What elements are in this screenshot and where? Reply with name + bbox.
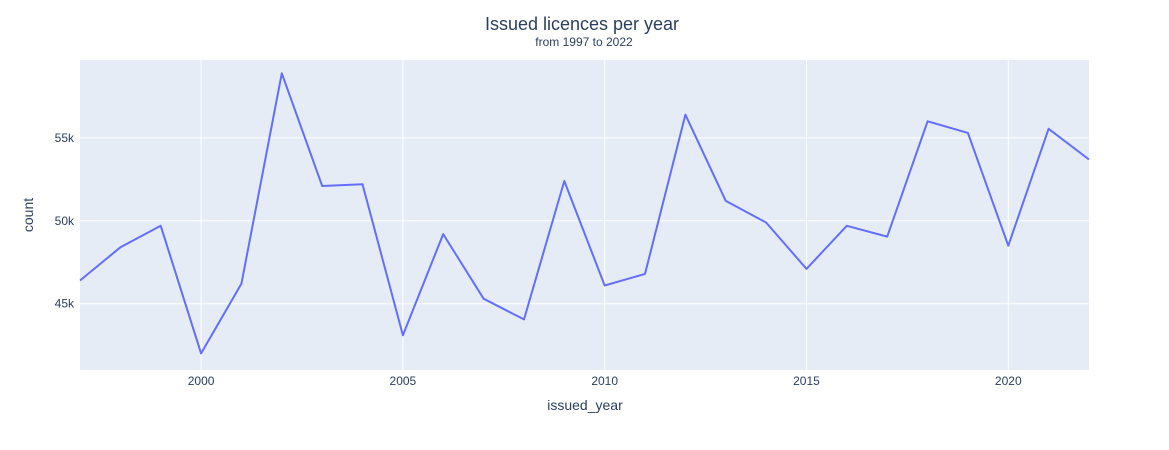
y-tick-label: 50k	[55, 214, 75, 228]
x-tick-label: 2020	[995, 374, 1022, 388]
x-tick-labels: 2000 2005 2010 2015 2020	[188, 374, 1022, 388]
plot-area	[80, 60, 1089, 370]
y-tick-label: 45k	[55, 297, 75, 311]
x-gridlines	[200, 60, 1009, 370]
series-layer	[79, 72, 1090, 355]
x-axis-title: issued_year	[547, 397, 623, 413]
series-line	[79, 72, 1090, 355]
x-tick-label: 2000	[188, 374, 215, 388]
chart-subtitle: from 1997 to 2022	[535, 35, 633, 49]
y-tick-label: 55k	[55, 131, 75, 145]
x-tick-label: 2015	[793, 374, 820, 388]
x-tick-label: 2005	[390, 374, 417, 388]
chart-title: Issued licences per year	[485, 14, 679, 34]
x-tick-label: 2010	[591, 374, 618, 388]
y-tick-labels: 45k 50k 55k	[55, 131, 75, 311]
y-axis-title: count	[20, 198, 36, 232]
